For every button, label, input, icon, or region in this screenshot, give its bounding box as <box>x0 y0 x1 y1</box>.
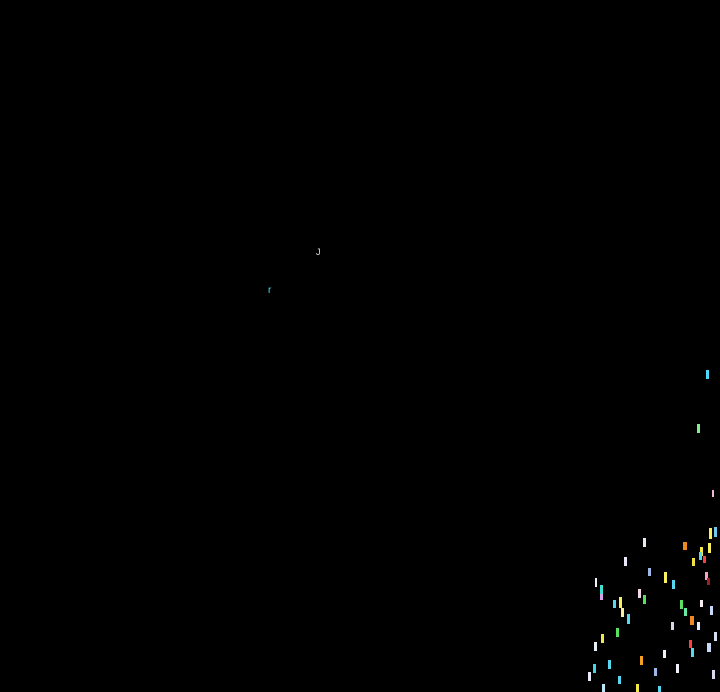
pixel-fragment-46 <box>676 664 679 673</box>
pixel-fragment-17 <box>600 594 603 600</box>
pixel-fragment-15 <box>595 578 597 587</box>
pixel-fragment-45 <box>654 668 657 676</box>
pixel-fragment-49 <box>658 686 661 692</box>
pixel-fragment-13 <box>664 572 667 583</box>
pixel-fragment-40 <box>593 664 596 673</box>
pixel-fragment-6 <box>699 552 702 560</box>
fragment-pink-right <box>712 490 714 497</box>
pixel-fragment-26 <box>627 614 630 624</box>
pixel-fragment-35 <box>691 648 694 657</box>
pixel-fragment-8 <box>692 558 695 566</box>
pixel-fragment-31 <box>616 628 619 637</box>
pixel-fragment-32 <box>601 634 604 643</box>
pixel-fragment-34 <box>689 640 692 648</box>
pixel-fragment-25 <box>684 608 687 616</box>
pixel-fragment-37 <box>707 643 711 652</box>
pixel-fragment-16 <box>600 585 603 595</box>
pixel-fragment-29 <box>697 622 700 630</box>
pixel-fragment-12 <box>648 568 651 576</box>
pixel-fragment-41 <box>608 660 611 669</box>
pixel-fragment-21 <box>613 600 616 608</box>
glyph-fragment-r: r <box>268 285 272 296</box>
fragment-green-right <box>697 424 700 433</box>
pixel-fragment-23 <box>680 600 683 609</box>
pixel-fragment-42 <box>588 672 591 681</box>
pixel-fragment-39 <box>640 656 643 665</box>
pixel-fragment-22 <box>621 608 624 617</box>
pixel-fragment-9 <box>624 557 627 566</box>
pixel-fragment-4 <box>700 547 703 556</box>
pixel-fragment-19 <box>643 595 646 604</box>
pixel-fragment-47 <box>712 670 715 679</box>
pixel-fragment-43 <box>618 676 621 684</box>
pixel-fragment-3 <box>683 542 687 550</box>
pixel-fragment-11 <box>707 578 710 585</box>
pixel-fragment-27 <box>710 606 713 615</box>
pixel-fragment-33 <box>594 642 597 651</box>
pixel-fragment-1 <box>714 527 717 537</box>
pixel-fragment-48 <box>636 684 639 692</box>
pixel-fragment-5 <box>708 543 711 553</box>
pixel-fragment-7 <box>703 556 706 563</box>
pixel-fragment-28 <box>690 616 694 625</box>
pixel-fragment-36 <box>714 632 717 641</box>
pixel-fragment-18 <box>638 589 641 598</box>
pixel-fragment-30 <box>671 622 674 630</box>
pixel-fragment-20 <box>619 597 622 608</box>
pixel-fragment-24 <box>700 600 703 607</box>
pixel-fragment-10 <box>705 572 708 580</box>
pixel-fragment-38 <box>663 650 666 658</box>
glyph-fragment-j: J <box>316 247 321 257</box>
pixel-fragment-0 <box>709 528 712 539</box>
pixel-fragment-14 <box>672 580 675 589</box>
pixel-fragment-2 <box>643 538 646 547</box>
fragment-cyan-right <box>706 370 709 379</box>
pixel-fragment-44 <box>602 684 605 692</box>
